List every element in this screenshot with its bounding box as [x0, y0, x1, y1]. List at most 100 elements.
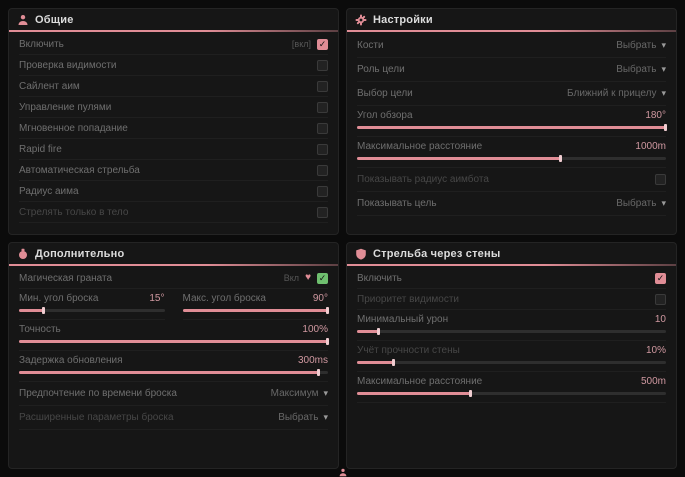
- slider-label: Максимальное расстояние: [357, 141, 483, 152]
- accuracy-slider-fill: [19, 338, 329, 345]
- max-angle-slider[interactable]: [182, 307, 329, 314]
- slider-label: Минимальный урон: [357, 314, 449, 325]
- slider-head: Минимальный урон 10: [357, 314, 666, 325]
- panel-title: Дополнительно: [35, 248, 125, 260]
- row-label: Приоритет видимости: [357, 293, 460, 305]
- panel-general-header: Общие: [9, 9, 338, 30]
- max-distance-slider[interactable]: [357, 155, 666, 162]
- check-icon: ✓: [318, 272, 327, 283]
- check-icon: ✓: [656, 272, 665, 283]
- select-value: Ближний к прицелу: [567, 88, 657, 99]
- wall-strength-slider[interactable]: [357, 359, 666, 366]
- row-visibility-check[interactable]: Проверка видимости: [19, 55, 328, 76]
- row-label: Включить: [19, 38, 64, 50]
- row-silent-aim[interactable]: Сайлент аим: [19, 76, 328, 97]
- row-aim-radius[interactable]: Радиус аима: [19, 181, 328, 202]
- panel-extra-body: Магическая граната Вкл ♥ ✓ Мин. угол бро…: [9, 266, 338, 436]
- visibility-check-checkbox[interactable]: [317, 59, 328, 71]
- update-delay-slider-block: Задержка обновления 300ms: [19, 351, 328, 382]
- row-enable[interactable]: Включить [вкл] ✓: [19, 34, 328, 55]
- min-angle-slider-handle[interactable]: [41, 307, 45, 314]
- row-body-only[interactable]: Стрелять только в тело: [19, 202, 328, 223]
- fov-slider-fill: [357, 124, 667, 131]
- row-advanced-throw: Расширенные параметры броска Выбрать ▾: [19, 406, 328, 430]
- row-label: Управление пулями: [19, 101, 112, 113]
- row-label: Выбор цели: [357, 88, 413, 99]
- silent-aim-checkbox[interactable]: [317, 80, 328, 92]
- advanced-throw-select[interactable]: Выбрать ▾: [278, 412, 328, 423]
- row-wallbang-enable[interactable]: Включить ✓: [357, 268, 666, 289]
- slider-value: 180°: [645, 110, 666, 121]
- rapid-fire-checkbox[interactable]: [317, 143, 328, 155]
- wallbang-enable-checkbox[interactable]: ✓: [655, 272, 666, 284]
- row-rapid-fire[interactable]: Rapid fire: [19, 139, 328, 160]
- row-label: Магическая граната: [19, 272, 113, 284]
- target-choice-select[interactable]: Ближний к прицелу ▾: [567, 88, 666, 99]
- chevron-down-icon: ▾: [323, 412, 328, 422]
- min-damage-slider[interactable]: [357, 328, 666, 335]
- row-show-aim-radius[interactable]: Показывать радиус аимбота: [357, 168, 666, 192]
- slider-value: 300ms: [297, 355, 328, 366]
- min-angle-slider[interactable]: [19, 307, 165, 314]
- slider-value: 1000m: [635, 141, 666, 152]
- row-magic-grenade[interactable]: Магическая граната Вкл ♥ ✓: [19, 268, 328, 289]
- fov-slider-handle[interactable]: [664, 124, 667, 131]
- magic-grenade-checkbox[interactable]: ✓: [317, 272, 328, 284]
- chevron-down-icon: ▾: [661, 64, 666, 74]
- row-label: Предпочтение по времени броска: [19, 388, 177, 399]
- row-label: Сайлент аим: [19, 80, 80, 92]
- wall-strength-slider-handle[interactable]: [392, 359, 396, 366]
- slider-label: Задержка обновления: [19, 355, 123, 366]
- row-bullet-control[interactable]: Управление пулями: [19, 97, 328, 118]
- row-label: Rapid fire: [19, 143, 62, 155]
- slider-head: Максимальное расстояние 500m: [357, 376, 666, 387]
- header-divider: [9, 30, 338, 32]
- panel-wallbang: Стрельба через стены Включить ✓ Приорите…: [346, 242, 677, 469]
- aim-radius-checkbox[interactable]: [317, 185, 328, 197]
- enable-checkbox[interactable]: ✓: [317, 38, 328, 50]
- target-role-select[interactable]: Выбрать ▾: [616, 64, 666, 75]
- fov-slider[interactable]: [357, 124, 667, 131]
- slider-head: Точность 100%: [19, 324, 328, 335]
- accuracy-slider-handle[interactable]: [326, 338, 329, 345]
- update-delay-slider-handle[interactable]: [316, 369, 320, 376]
- header-divider: [347, 30, 676, 32]
- row-auto-shoot[interactable]: Автоматическая стрельба: [19, 160, 328, 181]
- max-distance-slider-handle[interactable]: [558, 155, 562, 162]
- bullet-control-checkbox[interactable]: [317, 101, 328, 113]
- grenade-status-label: Вкл: [283, 273, 300, 283]
- min-damage-slider-handle[interactable]: [376, 328, 380, 335]
- row-show-target: Показывать цель Выбрать ▾: [357, 192, 666, 216]
- accuracy-slider[interactable]: [19, 338, 329, 345]
- wb-max-distance-slider-handle[interactable]: [469, 390, 473, 397]
- grenade-icon: [17, 248, 29, 260]
- row-instant-hit[interactable]: Мгновенное попадание: [19, 118, 328, 139]
- wb-max-distance-slider-fill: [357, 390, 473, 397]
- hotkey-label[interactable]: [вкл]: [291, 39, 311, 49]
- wb-max-distance-slider[interactable]: [357, 390, 666, 397]
- shield-icon: [355, 248, 367, 260]
- min-angle-slider-fill: [19, 307, 45, 314]
- slider-head: Мин. угол броска 15°: [19, 293, 165, 304]
- slider-head: Задержка обновления 300ms: [19, 355, 328, 366]
- show-aim-radius-checkbox[interactable]: [655, 174, 666, 185]
- bones-select[interactable]: Выбрать ▾: [616, 40, 666, 51]
- show-target-select[interactable]: Выбрать ▾: [616, 198, 666, 209]
- slider-label: Учёт прочности стены: [357, 345, 460, 356]
- body-only-checkbox[interactable]: [317, 206, 328, 218]
- accuracy-slider-block: Точность 100%: [19, 320, 329, 351]
- throw-time-select[interactable]: Максимум ▾: [271, 388, 328, 399]
- max-angle-slider-handle[interactable]: [326, 307, 329, 314]
- panel-title: Настройки: [373, 14, 433, 26]
- min-damage-slider-block: Минимальный урон 10: [357, 310, 666, 341]
- slider-label: Угол обзора: [357, 110, 413, 121]
- panel-wallbang-header: Стрельба через стены: [347, 243, 676, 264]
- visibility-priority-checkbox[interactable]: [655, 293, 666, 305]
- panel-general-body: Включить [вкл] ✓ Проверка видимости Сайл…: [9, 32, 338, 229]
- update-delay-slider[interactable]: [19, 369, 328, 376]
- instant-hit-checkbox[interactable]: [317, 122, 328, 134]
- row-visibility-priority[interactable]: Приоритет видимости: [357, 289, 666, 310]
- auto-shoot-checkbox[interactable]: [317, 164, 328, 176]
- max-distance-slider-block: Максимальное расстояние 1000m: [357, 137, 666, 168]
